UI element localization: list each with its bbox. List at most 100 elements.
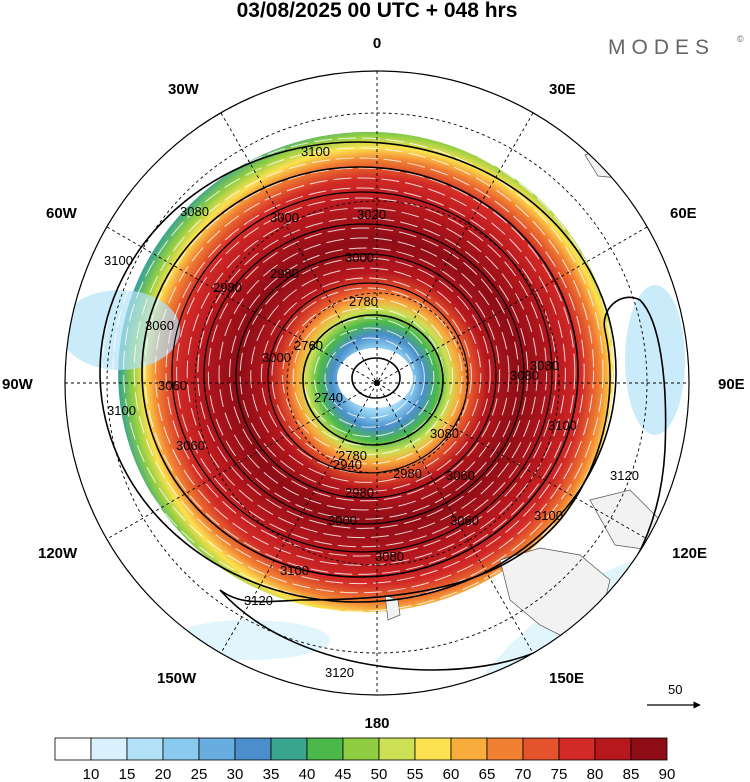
- contour-label: 2980: [393, 466, 422, 481]
- streamline: [207, 227, 519, 520]
- lon-label-150e: 150E: [549, 670, 584, 687]
- lon-label-0: 0: [373, 35, 381, 52]
- streamline: [250, 267, 482, 483]
- streamline: [239, 257, 491, 493]
- contour-label: 3120: [244, 593, 273, 608]
- streamline: [313, 327, 425, 428]
- streamline: [271, 287, 463, 465]
- longitude-labels: 0 30E 60E 90E 120E 150E 180 150W 120W 90…: [2, 35, 745, 732]
- contour-label: 3100: [107, 403, 136, 418]
- contour-label: 3120: [325, 665, 354, 680]
- contour-label: 3100: [548, 418, 577, 433]
- streamlines: [101, 127, 613, 612]
- contour-label: 3080: [530, 358, 559, 373]
- lon-label-120w: 120W: [38, 545, 78, 562]
- colorbar-swatch: [54, 737, 92, 761]
- contour-label: 3060: [145, 318, 174, 333]
- colorbar-label: 55: [407, 766, 424, 782]
- lon-label-30e: 30E: [549, 81, 576, 98]
- lon-label-150w: 150W: [157, 670, 197, 687]
- colorbar-label: 15: [119, 766, 136, 782]
- map-border: [64, 70, 690, 696]
- contour-label: 3100: [280, 563, 309, 578]
- contour-label: 3060: [158, 378, 187, 393]
- colorbar-label: 40: [299, 766, 316, 782]
- streamline: [154, 177, 566, 566]
- polar-map: 3100 3080 3020 3000 3000 2980 2980 2780 …: [65, 71, 689, 695]
- contour-label: 3060: [446, 468, 475, 483]
- contour-label: 2740: [314, 390, 343, 405]
- colorbar: [54, 737, 668, 761]
- streamline: [176, 197, 548, 548]
- lon-label-90e: 90E: [718, 376, 745, 393]
- streamline: [282, 297, 454, 456]
- contour-label: 3100: [104, 253, 133, 268]
- colorbar-swatch: [630, 737, 668, 761]
- contour-label: 3080: [375, 549, 404, 564]
- colorbar-label: 20: [155, 766, 172, 782]
- streamline: [133, 157, 585, 585]
- contour-label: 3000: [262, 350, 291, 365]
- colorbar-labels: 10 15 20 25 30 35 40 45 50 55 60 65 70 75 80 85 90: [83, 766, 676, 782]
- streamline: [186, 207, 538, 539]
- colorbar-label: 10: [83, 766, 100, 782]
- colorbar-label: 60: [443, 766, 460, 782]
- contour-label: 3020: [357, 207, 386, 222]
- colorbar-label: 90: [659, 766, 676, 782]
- colorbar-swatch: [594, 737, 632, 761]
- contour-label: 3080: [180, 204, 209, 219]
- contour-label: 3000: [328, 513, 357, 528]
- brand-text: MODES: [608, 36, 715, 59]
- colorbar-swatch: [306, 737, 344, 761]
- lon-label-60e: 60E: [670, 205, 697, 222]
- colorbar-swatch: [270, 737, 308, 761]
- map-title: 03/08/2025 00 UTC + 048 hrs: [237, 0, 518, 22]
- lon-label-120e: 120E: [672, 545, 707, 562]
- colorbar-swatch: [522, 737, 560, 761]
- copyright-mark: ©: [737, 34, 744, 44]
- contour-label: 3080: [430, 426, 459, 441]
- contour-label: 3000: [270, 210, 299, 225]
- lon-label-180: 180: [364, 715, 389, 732]
- contour-label: 2980: [213, 280, 242, 295]
- reference-vector-label: 50: [668, 682, 682, 697]
- streamline: [229, 247, 501, 502]
- colorbar-swatch: [234, 737, 272, 761]
- streamline: [218, 237, 510, 511]
- colorbar-swatch: [414, 737, 452, 761]
- colorbar-swatch: [378, 737, 416, 761]
- colorbar-swatch: [90, 737, 128, 761]
- colorbar-label: 70: [515, 766, 532, 782]
- streamline: [123, 147, 595, 594]
- contour-label: 3120: [610, 468, 639, 483]
- contour-label: 3000: [345, 250, 374, 265]
- colorbar-label: 50: [371, 766, 388, 782]
- colorbar-label: 65: [479, 766, 496, 782]
- contour-label: 2780: [349, 294, 378, 309]
- colorbar-swatch: [486, 737, 524, 761]
- contour-label: 2940: [333, 457, 362, 472]
- colorbar-label: 25: [191, 766, 208, 782]
- lon-label-90w: 90W: [2, 376, 34, 393]
- contour-label: 3060: [450, 513, 479, 528]
- height-contours: [99, 141, 667, 671]
- contour-label: 2780: [338, 448, 367, 463]
- streamline: [101, 127, 613, 612]
- contour-label: 3060: [176, 438, 205, 453]
- colorbar-swatch: [126, 737, 164, 761]
- contour-label: 3080: [510, 368, 539, 383]
- contour-label: 2760: [294, 338, 323, 353]
- streamline: [144, 167, 576, 575]
- colorbar-swatch: [558, 737, 596, 761]
- colorbar-label: 85: [623, 766, 640, 782]
- brand-logo: MODES ©: [608, 34, 744, 59]
- colorbar-label: 30: [227, 766, 244, 782]
- contour-label: 3100: [301, 144, 330, 159]
- colorbar-label: 45: [335, 766, 352, 782]
- lon-label-30w: 30W: [168, 81, 200, 98]
- reference-vector: 50: [647, 682, 701, 709]
- lon-label-60w: 60W: [46, 205, 78, 222]
- streamline: [165, 187, 557, 557]
- contour-label: 3100: [534, 508, 563, 523]
